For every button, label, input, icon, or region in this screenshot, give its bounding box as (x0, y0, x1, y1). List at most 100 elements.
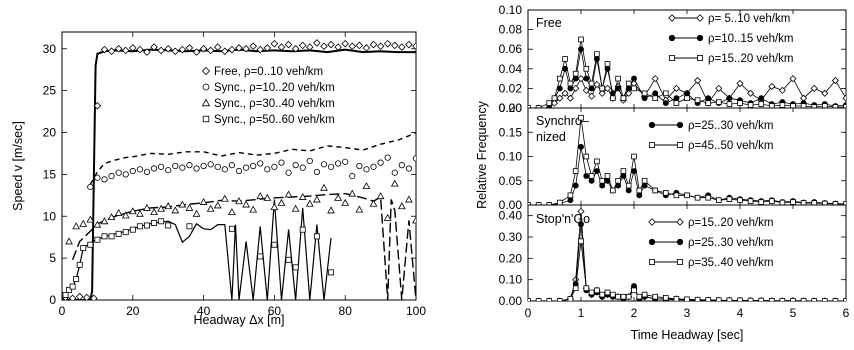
data-point (583, 153, 590, 160)
data-point (557, 199, 563, 205)
data-point (115, 230, 122, 237)
data-point (831, 76, 839, 85)
data-point (186, 223, 193, 230)
data-point (652, 90, 659, 97)
data-point (604, 289, 611, 296)
data-point (68, 294, 77, 300)
data-point (349, 172, 356, 180)
data-point (567, 80, 574, 87)
data-point (397, 202, 406, 210)
data-point (320, 161, 328, 168)
y-tick-label: 0.40 (499, 209, 523, 223)
legend-marker (697, 55, 703, 61)
y-tick-label: 15 (43, 167, 57, 181)
data-point (631, 153, 637, 160)
data-point (377, 159, 384, 166)
data-point (257, 253, 264, 260)
data-point (271, 163, 278, 170)
data-point (778, 86, 786, 94)
data-point (263, 193, 272, 201)
data-point (327, 163, 335, 170)
data-point (641, 291, 648, 298)
legend-marker (649, 142, 655, 148)
data-point (620, 168, 627, 174)
data-point (390, 179, 399, 187)
data-point (562, 56, 568, 62)
data-point (80, 245, 87, 252)
data-point (684, 95, 690, 102)
data-point (235, 197, 243, 205)
x-tick-label: 0 (525, 306, 532, 320)
data-point (790, 103, 796, 108)
data-point (779, 199, 786, 205)
legend-marker (676, 238, 684, 246)
data-point (800, 103, 807, 108)
data-point (271, 241, 278, 248)
data-point (412, 42, 416, 51)
y-tick-label: 30 (43, 42, 57, 56)
legend-label: ρ=10..15 veh/km (708, 33, 794, 45)
data-point (716, 99, 722, 105)
data-point (129, 226, 136, 233)
data-point (546, 100, 552, 106)
data-point (306, 43, 314, 51)
data-point (242, 164, 250, 171)
data-point (620, 95, 627, 102)
data-point (213, 201, 222, 209)
data-point (768, 82, 776, 91)
data-point (192, 48, 201, 56)
data-point (298, 41, 307, 50)
y-tick-label: 0.10 (499, 273, 523, 287)
data-point (391, 169, 398, 176)
data-point (136, 209, 144, 217)
data-point (551, 95, 558, 102)
data-point (663, 190, 669, 196)
data-point (199, 44, 208, 53)
data-point (578, 238, 584, 245)
data-point (705, 194, 711, 201)
data-point (186, 162, 193, 169)
data-point (164, 202, 173, 210)
data-point (150, 208, 158, 216)
left-plot-area (62, 39, 416, 300)
data-point (779, 297, 786, 301)
legend-label: ρ=45..50 veh/km (688, 140, 774, 152)
data-point (641, 90, 648, 97)
x-axis-label: Headway Δx [m] (193, 313, 284, 327)
data-point (257, 160, 264, 167)
data-point (556, 94, 564, 102)
data-point (114, 44, 123, 53)
data-point (165, 222, 172, 229)
data-point (578, 143, 584, 150)
data-point (843, 104, 846, 108)
data-point (270, 39, 279, 48)
data-point (199, 197, 208, 205)
x-tick-label: 6 (843, 306, 850, 320)
data-point (171, 47, 180, 56)
data-point (221, 47, 229, 56)
data-point (594, 51, 600, 57)
data-point (822, 200, 828, 205)
data-point (726, 95, 733, 102)
data-point (546, 298, 552, 301)
y-tick-label: 0.00 (499, 101, 523, 115)
data-point (769, 297, 775, 301)
x-tick-label: 1 (578, 306, 585, 320)
data-point (747, 297, 754, 301)
data-point (567, 85, 574, 92)
data-point (256, 45, 265, 54)
data-point (122, 229, 129, 236)
data-point (143, 168, 151, 175)
data-point (588, 92, 596, 100)
data-point (594, 287, 600, 294)
data-point (557, 75, 563, 82)
data-point (747, 102, 754, 108)
data-point (228, 162, 236, 169)
data-point (320, 183, 328, 191)
data-point (588, 289, 595, 296)
data-point (604, 61, 611, 67)
y-tick-label: 0 (49, 293, 56, 307)
data-point (306, 157, 313, 165)
x-tick-label: 100 (406, 304, 426, 318)
y-tick-label: 0.15 (499, 125, 523, 139)
